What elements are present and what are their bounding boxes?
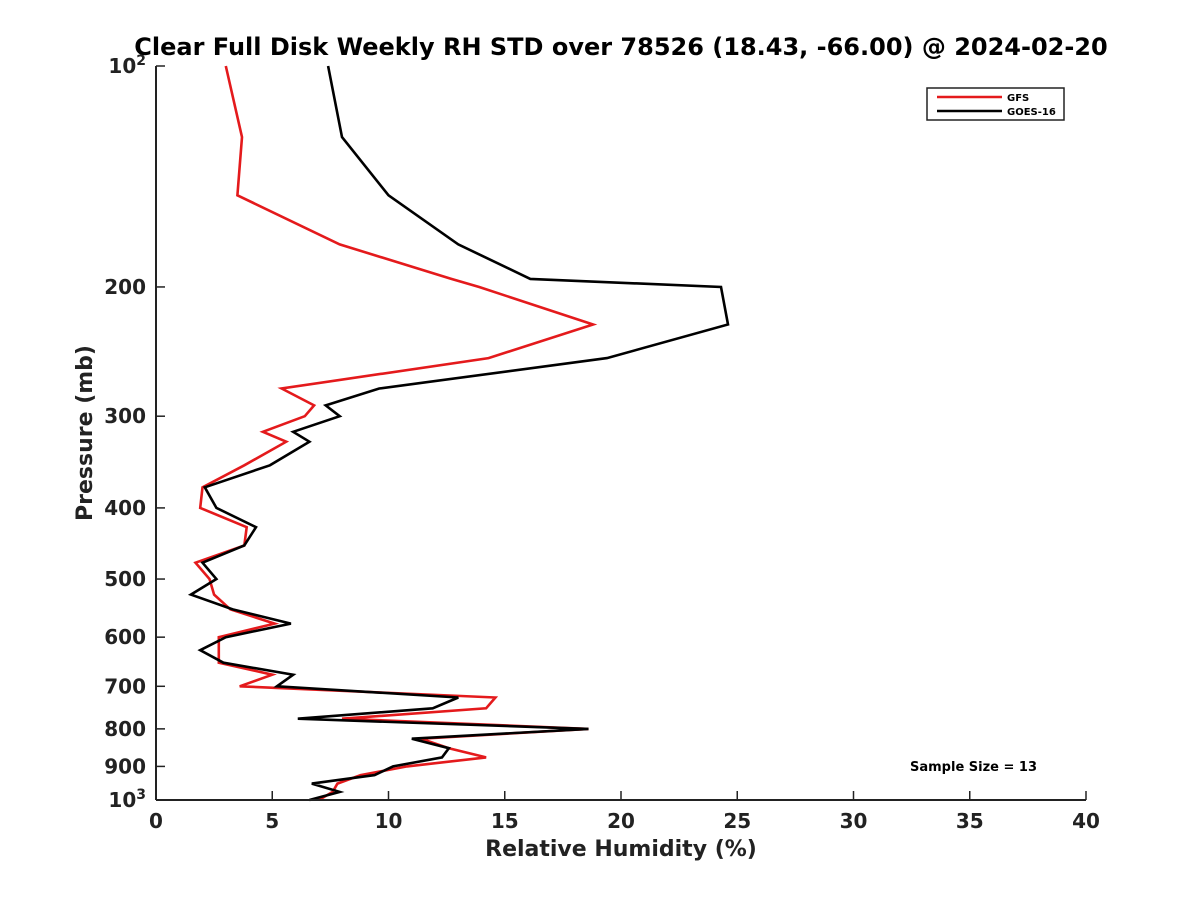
y-axis-label: Pressure (mb) — [73, 345, 98, 521]
legend: GFS GOES-16 — [926, 87, 1065, 121]
y-tick-label-800: 800 — [104, 717, 146, 741]
x-tick-label-25: 25 — [723, 809, 751, 833]
x-tick-label-40: 40 — [1072, 809, 1100, 833]
x-tick-label-35: 35 — [956, 809, 984, 833]
y-tick-label-700: 700 — [104, 674, 146, 698]
chart-title: Clear Full Disk Weekly RH STD over 78526… — [134, 33, 1107, 61]
y-tick-label-900: 900 — [104, 754, 146, 778]
x-tick-label-0: 0 — [149, 809, 163, 833]
legend-box — [926, 87, 1065, 121]
y-tick-label-200: 200 — [104, 275, 146, 299]
x-tick-label-15: 15 — [491, 809, 519, 833]
x-tick-label-5: 5 — [265, 809, 279, 833]
series-line-goes16 — [187, 65, 730, 802]
y-tick-label-500: 500 — [104, 567, 146, 591]
y-tick-label-600: 600 — [104, 625, 146, 649]
x-tick-label-30: 30 — [840, 809, 868, 833]
x-axis-label: Relative Humidity (%) — [485, 837, 757, 862]
x-ticks: 0 5 10 15 20 25 30 35 40 — [149, 791, 1100, 833]
series-layer — [187, 65, 730, 802]
x-tick-label-20: 20 — [607, 809, 635, 833]
legend-label-gfs: GFS — [1007, 93, 1029, 104]
legend-label-goes16: GOES-16 — [1007, 107, 1056, 118]
sample-size-annotation: Sample Size = 13 — [910, 760, 1037, 775]
y-tick-label-400: 400 — [104, 496, 146, 520]
x-tick-label-10: 10 — [375, 809, 403, 833]
y-tick-label-300: 300 — [104, 404, 146, 428]
